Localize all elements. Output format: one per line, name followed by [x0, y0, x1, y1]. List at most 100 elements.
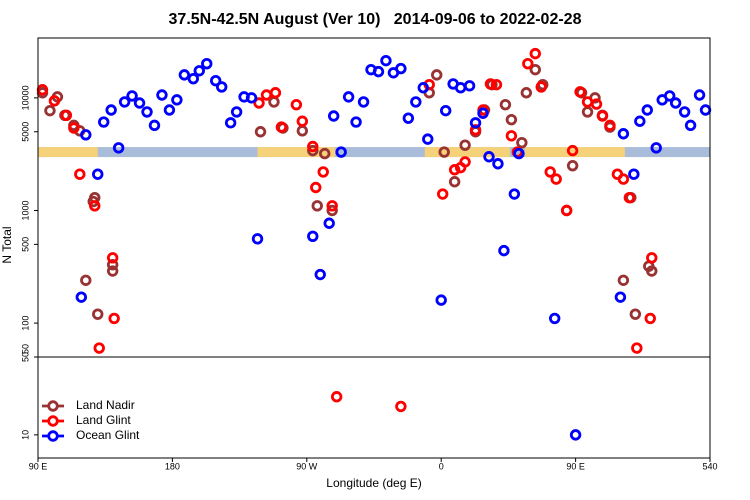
- marker: [92, 308, 104, 320]
- chart-title: 37.5N-42.5N August (Ver 10) 2014-09-06 t…: [169, 11, 582, 28]
- marker: [699, 104, 712, 116]
- marker: [118, 96, 131, 108]
- marker: [251, 233, 264, 245]
- y-tick-label: 10000: [20, 85, 30, 110]
- marker: [535, 81, 547, 93]
- marker: [395, 400, 407, 413]
- marker: [436, 188, 449, 200]
- marker: [617, 128, 630, 140]
- marker: [516, 136, 528, 149]
- marker: [463, 80, 476, 92]
- marker: [215, 81, 228, 93]
- x-tick-label: 0: [439, 461, 444, 471]
- marker: [550, 173, 562, 185]
- marker: [628, 168, 640, 180]
- marker: [693, 89, 706, 101]
- marker: [483, 151, 495, 163]
- marker: [439, 104, 452, 117]
- marker: [669, 97, 682, 109]
- marker: [566, 159, 579, 172]
- marker: [323, 217, 335, 229]
- marker: [201, 58, 213, 70]
- marker: [435, 294, 447, 306]
- legend-label: Ocean Glint: [76, 428, 140, 442]
- marker: [529, 63, 541, 76]
- marker: [448, 164, 461, 176]
- marker: [505, 130, 518, 142]
- marker: [581, 106, 594, 118]
- marker: [80, 274, 92, 286]
- x-tick-label: 180: [165, 461, 180, 471]
- marker: [80, 129, 92, 141]
- marker: [581, 96, 594, 108]
- marker: [60, 109, 73, 122]
- marker: [307, 140, 319, 153]
- marker: [106, 265, 119, 277]
- marker: [644, 312, 656, 325]
- marker: [566, 144, 579, 157]
- marker: [548, 312, 561, 325]
- plot-frame: [37, 356, 711, 459]
- y-tick-label: 50: [20, 344, 30, 354]
- marker: [92, 168, 104, 180]
- marker: [141, 106, 153, 118]
- marker: [311, 200, 323, 212]
- land-band: [524, 147, 625, 158]
- marker: [307, 230, 319, 242]
- y-tick-label: 50: [20, 352, 30, 362]
- marker: [499, 98, 512, 111]
- marker: [634, 115, 646, 127]
- marker: [448, 176, 461, 188]
- marker: [48, 95, 61, 107]
- marker: [380, 54, 392, 67]
- marker: [106, 252, 119, 264]
- legend-marker: [47, 415, 59, 427]
- marker: [307, 144, 319, 157]
- marker: [230, 106, 243, 118]
- marker: [529, 47, 541, 60]
- y-tick-label: 500: [20, 237, 30, 252]
- x-tick-label: 90 E: [566, 461, 585, 471]
- marker: [268, 96, 280, 108]
- marker: [296, 125, 309, 137]
- marker: [604, 119, 616, 132]
- marker: [106, 259, 119, 271]
- marker: [105, 104, 117, 116]
- marker: [314, 268, 326, 281]
- marker: [650, 142, 662, 154]
- marker: [224, 117, 237, 129]
- marker: [372, 65, 385, 78]
- y-tick-label: 100: [20, 316, 30, 331]
- marker: [520, 87, 533, 99]
- marker: [112, 142, 125, 154]
- marker: [596, 110, 609, 122]
- marker: [89, 200, 101, 212]
- marker: [178, 69, 191, 81]
- marker: [326, 204, 338, 217]
- marker: [574, 86, 586, 98]
- marker: [98, 116, 110, 128]
- marker: [422, 133, 434, 145]
- marker: [335, 146, 347, 158]
- marker: [614, 291, 627, 303]
- legend-marker: [47, 400, 59, 412]
- marker: [126, 90, 138, 102]
- marker: [327, 110, 340, 122]
- y-axis-label: N Total: [0, 226, 14, 263]
- marker: [417, 82, 429, 94]
- x-tick-label: 540: [702, 461, 717, 471]
- marker: [156, 89, 168, 101]
- marker: [75, 291, 88, 303]
- marker: [646, 252, 658, 264]
- marker: [269, 87, 282, 99]
- marker: [617, 274, 630, 286]
- marker: [330, 391, 343, 403]
- marker: [684, 119, 697, 132]
- marker: [454, 82, 467, 94]
- marker: [469, 117, 482, 129]
- x-axis-label: Longitude (deg E): [326, 476, 421, 490]
- marker: [187, 72, 200, 85]
- marker: [641, 104, 653, 116]
